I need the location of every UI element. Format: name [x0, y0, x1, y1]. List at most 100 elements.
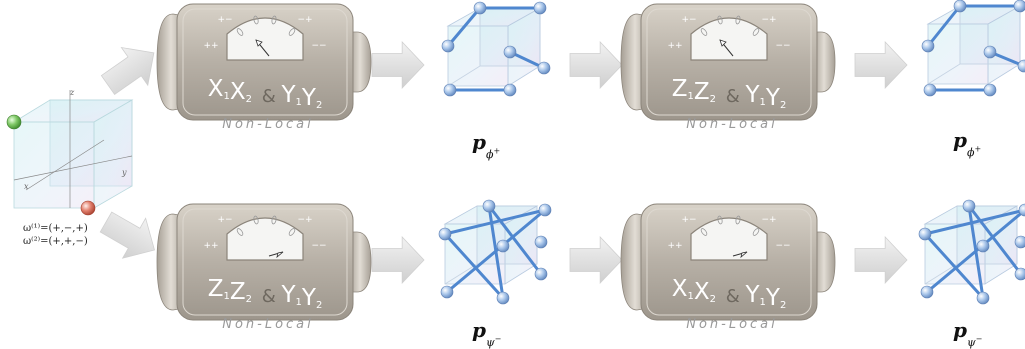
dial-label-mr: −− — [775, 41, 790, 51]
connection-line — [926, 4, 962, 48]
dial-label-tl: +− — [681, 215, 696, 225]
qubit-ball — [438, 227, 452, 241]
flow-arrows — [99, 40, 908, 285]
qubit-ball — [496, 291, 510, 305]
qubit-ball — [976, 239, 990, 253]
dial-label-tr: −+ — [297, 15, 312, 25]
qubit-ball — [923, 83, 937, 97]
dial-label-mr: −− — [775, 241, 790, 251]
y-axis-label: y — [122, 168, 127, 177]
result-label: pϕ+ — [472, 130, 501, 161]
arrow-to-bottom-row — [99, 211, 155, 259]
qubit-ball — [533, 1, 547, 15]
qubit-ball — [983, 83, 997, 97]
dial-label-ml: ++ — [203, 41, 218, 51]
connection-line — [967, 204, 1023, 276]
input-cube — [6, 90, 134, 216]
omega-settings: ω⁽¹⁾=(+,−,+) ω⁽²⁾=(+,+,−) — [23, 222, 88, 248]
connection-line — [925, 208, 1025, 294]
dial-label-tl: +− — [681, 15, 696, 25]
x-axis — [25, 139, 105, 191]
input-cube-shape — [6, 90, 134, 216]
connection-line — [443, 208, 547, 236]
qubit-ball — [503, 45, 517, 59]
omega-1: ω⁽¹⁾=(+,−,+) — [23, 223, 88, 234]
dial-label-ml: ++ — [203, 241, 218, 251]
qubit-ball — [473, 1, 487, 15]
connection-line — [487, 204, 543, 276]
result-label: pψ− — [953, 318, 983, 349]
state-cube — [921, 0, 1025, 97]
qubit-ball — [482, 199, 496, 213]
state-cube — [441, 1, 551, 97]
omega-2: ω⁽²⁾=(+,+,−) — [23, 236, 88, 247]
state-cube — [918, 199, 1025, 305]
device-caption: Non-Local — [222, 317, 314, 332]
connection-line — [923, 232, 985, 300]
scene: +− −+++ −−X1X2 & Y1Y2+− −+++ −−Z1Z2 & Y1Y2+−… — [6, 0, 1025, 321]
operator-label: X1X2 & Y1Y2 — [672, 276, 787, 311]
dial-label-tl: +− — [217, 15, 232, 25]
qubit-ball — [534, 267, 548, 281]
connection-line — [446, 6, 482, 48]
y-axis — [13, 155, 133, 181]
qubit-ball — [538, 203, 552, 217]
qubit-ball — [441, 39, 455, 53]
flow-arrow — [569, 235, 623, 285]
arrow-to-top-row — [100, 46, 155, 95]
dial-label-mr: −− — [311, 241, 326, 251]
qubit-ball — [496, 239, 510, 253]
qubit-ball — [920, 285, 934, 299]
x-axis-label: x — [24, 182, 29, 191]
device-caption: Non-Local — [222, 117, 314, 132]
connection-line — [923, 208, 1025, 236]
device-caption: Non-Local — [686, 317, 778, 332]
operator-label: X1X2 & Y1Y2 — [208, 76, 323, 111]
flow-arrow — [569, 40, 623, 90]
flow-arrow — [854, 40, 908, 90]
result-label: pϕ+ — [953, 128, 982, 159]
qubit-ball — [1014, 235, 1025, 249]
green-qubit-ball — [6, 114, 22, 130]
dial-label-tr: −+ — [761, 215, 776, 225]
qubit-ball — [534, 235, 548, 249]
device-caption: Non-Local — [686, 117, 778, 132]
result-label: pψ− — [472, 318, 502, 349]
dial-label-ml: ++ — [667, 41, 682, 51]
qubit-ball — [443, 83, 457, 97]
qubit-ball — [1014, 267, 1025, 281]
dial-label-tl: +− — [217, 215, 232, 225]
dial-label-tr: −+ — [297, 215, 312, 225]
qubit-ball — [983, 45, 997, 59]
qubit-ball — [976, 291, 990, 305]
qubit-ball — [1018, 203, 1025, 217]
flow-arrow — [371, 235, 425, 285]
non-local-device: +− −+ ++ −− Z1Z2 & Y1Y2 — [156, 203, 372, 321]
qubit-ball — [503, 83, 517, 97]
qubit-ball — [953, 0, 967, 13]
qubit-ball — [1017, 59, 1025, 73]
non-local-device: +− −+ ++ −− X1X2 & Y1Y2 — [156, 3, 372, 121]
operator-label: Z1Z2 & Y1Y2 — [208, 276, 323, 311]
non-local-device: +− −+ ++ −− Z1Z2 & Y1Y2 — [620, 3, 836, 121]
dial-label-ml: ++ — [667, 241, 682, 251]
qubit-ball — [537, 61, 551, 75]
connection-line — [445, 208, 547, 294]
z-axis-label: z — [70, 88, 75, 97]
qubit-ball — [1013, 0, 1025, 13]
connection-line — [443, 232, 505, 300]
state-cubes — [438, 0, 1025, 305]
qubit-ball — [918, 227, 932, 241]
qubit-ball — [921, 39, 935, 53]
state-cube — [438, 199, 552, 305]
measurement-devices: +− −+++ −−X1X2 & Y1Y2+− −+++ −−Z1Z2 & Y1Y2+−… — [156, 3, 836, 321]
qubit-ball — [440, 285, 454, 299]
non-local-device: +− −+ ++ −− X1X2 & Y1Y2 — [620, 203, 836, 321]
flow-arrow — [854, 235, 908, 285]
operator-label: Z1Z2 & Y1Y2 — [672, 76, 787, 111]
dial-label-mr: −− — [311, 41, 326, 51]
flow-arrow — [371, 40, 425, 90]
dial-label-tr: −+ — [761, 15, 776, 25]
qubit-ball — [962, 199, 976, 213]
red-qubit-ball — [80, 200, 96, 216]
